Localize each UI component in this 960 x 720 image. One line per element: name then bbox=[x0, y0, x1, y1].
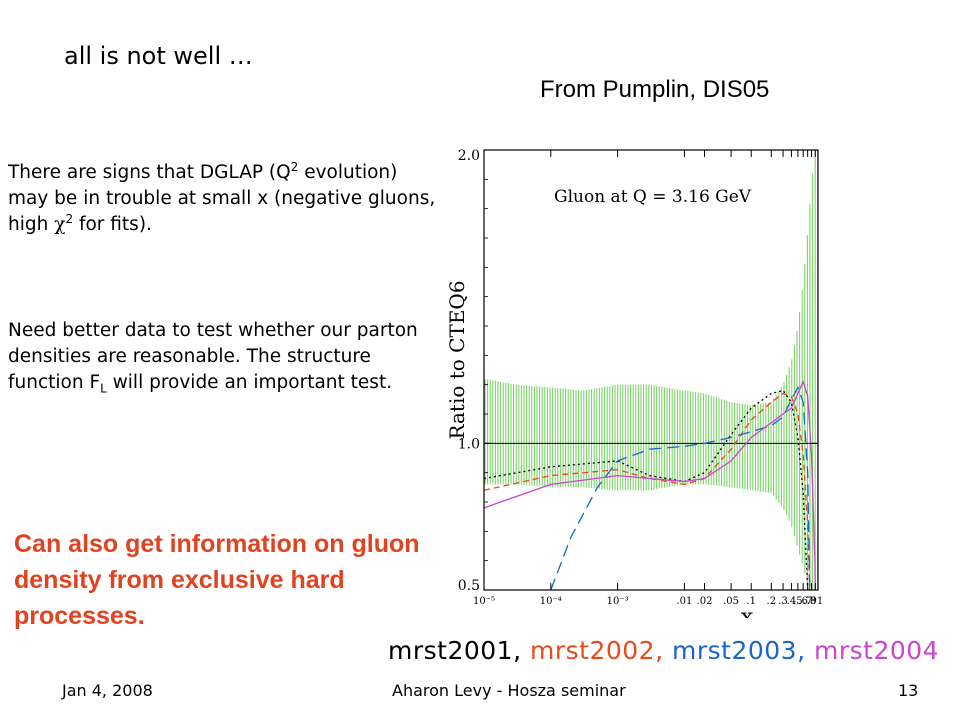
x-tick-label: 10⁻⁵ bbox=[473, 596, 495, 607]
y-tick-label: 1.0 bbox=[458, 436, 480, 452]
slide-title: all is not well … bbox=[64, 42, 253, 70]
fl-sub: L bbox=[100, 381, 107, 396]
x-tick-label: .8 bbox=[807, 596, 817, 607]
dglap-text-b: evolution) may be in trouble at small x … bbox=[8, 162, 436, 235]
q-squared-sup: 2 bbox=[290, 159, 299, 174]
series-line-mrst2003 bbox=[550, 386, 811, 591]
footer-center: Aharon Levy - Hosza seminar bbox=[392, 681, 626, 700]
series-line-mrst2001 bbox=[483, 389, 809, 591]
gluon-ratio-chart: 10⁻⁵ 10⁻⁴ 10⁻³ .01 .02 .05 .1 .2.3.4.5.6.7.8.91… bbox=[445, 148, 823, 618]
legend-item-mrst2003: mrst2003 bbox=[672, 636, 798, 665]
chart-title: Gluon at Q = 3.16 GeV bbox=[554, 187, 752, 207]
plot-frame bbox=[483, 149, 819, 591]
x-tick-label: .7 bbox=[803, 596, 813, 607]
dglap-text-a: There are signs that DGLAP (Q bbox=[8, 162, 291, 183]
dglap-paragraph: There are signs that DGLAP (Q2 evolution… bbox=[8, 160, 438, 238]
legend-item-mrst2001: mrst2001 bbox=[388, 636, 514, 665]
x-tick-label: .05 bbox=[723, 596, 739, 607]
fl-text-a: Need better data to test whether our par… bbox=[8, 320, 418, 393]
legend-separator: , bbox=[797, 636, 814, 665]
y-tick-label: 0.5 bbox=[458, 578, 480, 594]
dglap-text-c: for fits). bbox=[73, 214, 152, 235]
legend-separator: , bbox=[655, 636, 672, 665]
fl-paragraph: Need better data to test whether our par… bbox=[8, 318, 438, 396]
x-tick-label: 10⁻³ bbox=[607, 596, 629, 607]
legend-item-mrst2004: mrst2004 bbox=[814, 636, 940, 665]
footer-date: Jan 4, 2008 bbox=[62, 681, 153, 700]
series-line-mrst2004 bbox=[483, 379, 816, 591]
x-tick-label: .91 bbox=[807, 596, 823, 607]
fl-text-b: will provide an important test. bbox=[106, 372, 393, 393]
source-note: From Pumplin, DIS05 bbox=[540, 76, 770, 103]
page-number: 13 bbox=[898, 681, 919, 700]
x-tick-label: 10⁻⁴ bbox=[540, 596, 562, 607]
x-tick-label: .01 bbox=[676, 596, 692, 607]
y-tick-label: 2.0 bbox=[458, 148, 480, 164]
legend-separator: , bbox=[513, 636, 530, 665]
x-tick-label: .02 bbox=[697, 596, 713, 607]
x-tick-label: .3 bbox=[778, 596, 788, 607]
y-axis-label: Ratio to CTEQ6 bbox=[445, 280, 469, 439]
x-tick-label: .1 bbox=[746, 596, 756, 607]
x-tick-label: .6 bbox=[798, 596, 808, 607]
x-tick-label: .2 bbox=[767, 596, 777, 607]
callout-text: Can also get information on gluon densit… bbox=[14, 530, 420, 630]
chart-legend: mrst2001, mrst2002, mrst2003, mrst2004 bbox=[388, 636, 939, 665]
x-tick-label: .4 bbox=[787, 596, 797, 607]
chi-squared-sup: 2 bbox=[65, 211, 74, 226]
chi-symbol: χ bbox=[54, 214, 66, 235]
legend-item-mrst2002: mrst2002 bbox=[530, 636, 656, 665]
series-lines bbox=[483, 379, 816, 591]
x-axis-label: x bbox=[741, 605, 754, 618]
uncertainty-band bbox=[484, 150, 819, 590]
x-tick-label: .5 bbox=[793, 596, 803, 607]
axis-ticks: 10⁻⁵ 10⁻⁴ 10⁻³ .01 .02 .05 .1 .2.3.4.5.6.7.8.91… bbox=[458, 148, 823, 607]
